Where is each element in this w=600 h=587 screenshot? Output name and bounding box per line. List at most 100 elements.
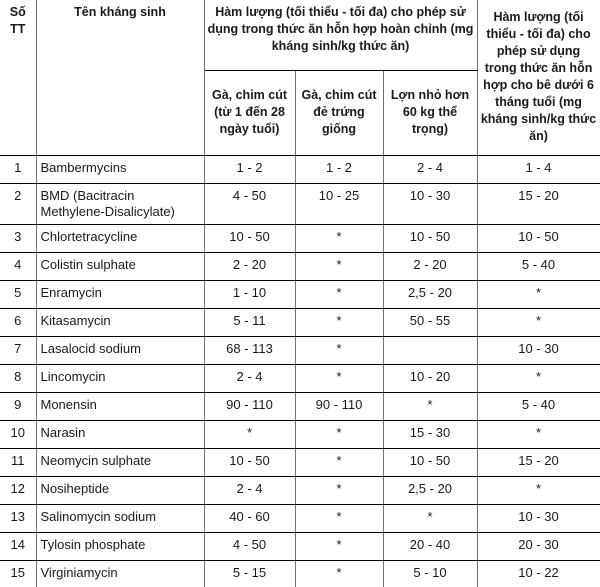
calf-value-cell: 5 - 40	[476, 251, 600, 281]
pig-value-cell: 2,5 - 20	[382, 475, 478, 505]
antibiotic-name-cell: Enramycin	[35, 279, 205, 309]
chicken-1-28-value-cell: 90 - 110	[203, 391, 296, 421]
antibiotic-name-cell: Colistin sulphate	[35, 251, 205, 281]
pig-value-cell	[382, 335, 478, 365]
table-row: 5 Enramycin 1 - 10 * 2,5 - 20 *	[0, 279, 600, 309]
antibiotic-name-cell: Lasalocid sodium	[35, 335, 205, 365]
calf-value-cell: 15 - 20	[476, 182, 600, 225]
calf-value-cell: 20 - 30	[476, 531, 600, 561]
antibiotic-name-cell: Nosiheptide	[35, 475, 205, 505]
header-sub-pig: Lợn nhỏ hơn 60 kg thể trọng)	[382, 69, 478, 156]
stt-cell: 4	[0, 251, 37, 281]
stt-cell: 11	[0, 447, 37, 477]
antibiotic-name-cell: Kitasamycin	[35, 307, 205, 337]
stt-cell: 3	[0, 223, 37, 253]
antibiotic-name-cell: Neomycin sulphate	[35, 447, 205, 477]
calf-value-cell: 10 - 30	[476, 503, 600, 533]
table-row: 2 BMD (Bacitracin Methylene-Disalicylate)…	[0, 182, 600, 225]
pig-value-cell: 15 - 30	[382, 419, 478, 449]
chicken-breeding-value-cell: *	[294, 279, 384, 309]
pig-value-cell: 10 - 30	[382, 182, 478, 225]
chicken-breeding-value-cell: *	[294, 223, 384, 253]
chicken-1-28-value-cell: 2 - 4	[203, 363, 296, 393]
calf-value-cell: *	[476, 307, 600, 337]
header-sub-chicken-1-28: Gà, chim cút (từ 1 đến 28 ngày tuổi)	[204, 69, 296, 156]
stt-cell: 5	[0, 279, 37, 309]
stt-cell: 15	[0, 559, 37, 587]
chicken-1-28-value-cell: 68 - 113	[203, 335, 296, 365]
stt-cell: 6	[0, 307, 37, 337]
chicken-1-28-value-cell: 2 - 20	[203, 251, 296, 281]
pig-value-cell: *	[382, 391, 478, 421]
table-row: 7 Lasalocid sodium 68 - 113 * 10 - 30	[0, 335, 600, 365]
table-header: Số TT Tên kháng sinh Hàm lượng (tối thiể…	[0, 0, 600, 156]
chicken-breeding-value-cell: *	[294, 559, 384, 587]
calf-value-cell: *	[476, 475, 600, 505]
chicken-breeding-value-cell: *	[294, 475, 384, 505]
chicken-breeding-value-cell: 1 - 2	[294, 154, 384, 184]
pig-value-cell: 10 - 50	[382, 223, 478, 253]
pig-value-cell: 20 - 40	[382, 531, 478, 561]
chicken-breeding-value-cell: 10 - 25	[294, 182, 384, 225]
calf-value-cell: 10 - 30	[476, 335, 600, 365]
table-row: 6 Kitasamycin 5 - 11 * 50 - 55 *	[0, 307, 600, 337]
table-row: 3 Chlortetracycline 10 - 50 * 10 - 50 10 - 50	[0, 223, 600, 253]
table-row: 13 Salinomycin sodium 40 - 60 * * 10 - 30	[0, 503, 600, 533]
antibiotic-name-cell: BMD (Bacitracin Methylene-Disalicylate)	[35, 182, 205, 225]
header-antibiotic-name: Tên kháng sinh	[35, 0, 205, 156]
stt-cell: 9	[0, 391, 37, 421]
table-row: 10 Narasin * * 15 - 30 *	[0, 419, 600, 449]
pig-value-cell: 2 - 20	[382, 251, 478, 281]
chicken-1-28-value-cell: 1 - 2	[203, 154, 296, 184]
stt-cell: 8	[0, 363, 37, 393]
header-group-complete-feed: Hàm lượng (tối thiểu - tối đa) cho phép …	[203, 0, 478, 71]
header-sub-chicken-breeding: Gà, chim cút đẻ trứng giống	[294, 69, 384, 156]
antibiotic-name-cell: Narasin	[35, 419, 205, 449]
header-row-top: Số TT Tên kháng sinh Hàm lượng (tối thiể…	[0, 0, 600, 156]
table-row: 14 Tylosin phosphate 4 - 50 * 20 - 40 20 - 30	[0, 531, 600, 561]
calf-value-cell: 10 - 50	[476, 223, 600, 253]
table-row: 4 Colistin sulphate 2 - 20 * 2 - 20 5 - 40	[0, 251, 600, 281]
pig-value-cell: 5 - 10	[382, 559, 478, 587]
chicken-breeding-value-cell: *	[294, 363, 384, 393]
pig-value-cell: 10 - 50	[382, 447, 478, 477]
chicken-breeding-value-cell: *	[294, 251, 384, 281]
chicken-1-28-value-cell: 4 - 50	[203, 531, 296, 561]
antibiotic-name-cell: Tylosin phosphate	[35, 531, 205, 561]
table-row: 15 Virginiamycin 5 - 15 * 5 - 10 10 - 22	[0, 559, 600, 587]
stt-cell: 13	[0, 503, 37, 533]
chicken-breeding-value-cell: *	[294, 531, 384, 561]
antibiotic-name-cell: Bambermycins	[35, 154, 205, 184]
stt-cell: 2	[0, 182, 37, 225]
chicken-1-28-value-cell: 2 - 4	[203, 475, 296, 505]
header-stt: Số TT	[0, 0, 37, 156]
chicken-breeding-value-cell: *	[294, 447, 384, 477]
chicken-1-28-value-cell: 4 - 50	[203, 182, 296, 225]
header-row-sub: Gà, chim cút (từ 1 đến 28 ngày tuổi) Gà,…	[0, 69, 600, 156]
chicken-1-28-value-cell: 1 - 10	[203, 279, 296, 309]
pig-value-cell: 10 - 20	[382, 363, 478, 393]
calf-value-cell: 1 - 4	[476, 154, 600, 184]
pig-value-cell: 2 - 4	[382, 154, 478, 184]
calf-value-cell: 10 - 22	[476, 559, 600, 587]
stt-cell: 10	[0, 419, 37, 449]
stt-cell: 14	[0, 531, 37, 561]
chicken-1-28-value-cell: 10 - 50	[203, 447, 296, 477]
chicken-1-28-value-cell: 5 - 11	[203, 307, 296, 337]
pig-value-cell: *	[382, 503, 478, 533]
chicken-breeding-value-cell: *	[294, 419, 384, 449]
chicken-breeding-value-cell: 90 - 110	[294, 391, 384, 421]
table-row: 8 Lincomycin 2 - 4 * 10 - 20 *	[0, 363, 600, 393]
table-row: 12 Nosiheptide 2 - 4 * 2,5 - 20 *	[0, 475, 600, 505]
stt-cell: 1	[0, 154, 37, 184]
stt-cell: 12	[0, 475, 37, 505]
chicken-breeding-value-cell: *	[294, 503, 384, 533]
header-calf-feed: Hàm lượng (tối thiểu - tối đa) cho phép …	[476, 0, 600, 156]
antibiotic-name-cell: Lincomycin	[35, 363, 205, 393]
calf-value-cell: 15 - 20	[476, 447, 600, 477]
calf-value-cell: *	[476, 363, 600, 393]
